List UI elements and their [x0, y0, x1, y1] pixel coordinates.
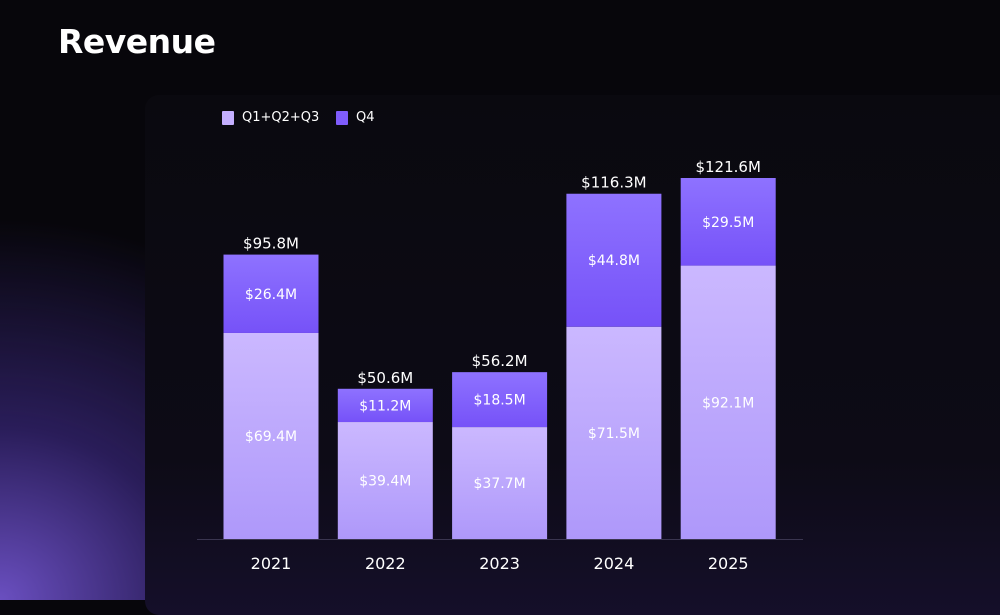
total-label: $56.2M [472, 352, 528, 370]
bar-q4 [337, 388, 433, 423]
data-label-q1-q3: $37.7M [474, 476, 526, 492]
legend-item-q1-q3: Q1+Q2+Q3 [222, 110, 319, 125]
x-tick-label: 2023 [479, 554, 520, 573]
data-label-q1-q3: $39.4M [359, 474, 411, 490]
legend-swatch [222, 110, 234, 125]
x-tick-label: 2024 [594, 554, 635, 573]
total-label: $50.6M [357, 369, 413, 387]
bar-q1-q3 [223, 332, 319, 539]
data-label-q1-q3: $92.1M [702, 395, 754, 411]
legend-swatch [336, 110, 348, 125]
total-label: $95.8M [243, 235, 299, 253]
x-tick-label: 2025 [708, 554, 749, 573]
bar-q4 [223, 254, 319, 333]
data-label-q4: $29.5M [702, 215, 754, 231]
bar-q1-q3 [337, 422, 433, 539]
total-label: $121.6M [695, 158, 760, 176]
bar-q1-q3 [566, 326, 662, 539]
data-label-q4: $11.2M [359, 398, 411, 414]
data-label-q4: $44.8M [588, 253, 640, 269]
x-tick-label: 2021 [251, 554, 292, 573]
x-tick-label: 2022 [365, 554, 406, 573]
total-label: $116.3M [581, 174, 646, 192]
bar-q1-q3 [452, 427, 548, 539]
data-label-q1-q3: $71.5M [588, 426, 640, 442]
bar-q4 [452, 372, 548, 428]
legend-label: Q4 [356, 110, 375, 125]
bar-q4 [680, 178, 776, 266]
legend-label: Q1+Q2+Q3 [242, 110, 320, 125]
chart-title: Revenue [58, 22, 216, 61]
data-label-q1-q3: $69.4M [245, 429, 297, 445]
legend-item-q4: Q4 [336, 110, 375, 125]
bar-chart: $69.4M $26.4M $95.8M 2021 $39.4M $11.2M $50.6M… [197, 158, 803, 573]
data-label-q4: $18.5M [474, 393, 526, 409]
bar-q1-q3 [680, 265, 776, 539]
bar-q4 [566, 193, 662, 327]
data-label-q4: $26.4M [245, 287, 297, 303]
